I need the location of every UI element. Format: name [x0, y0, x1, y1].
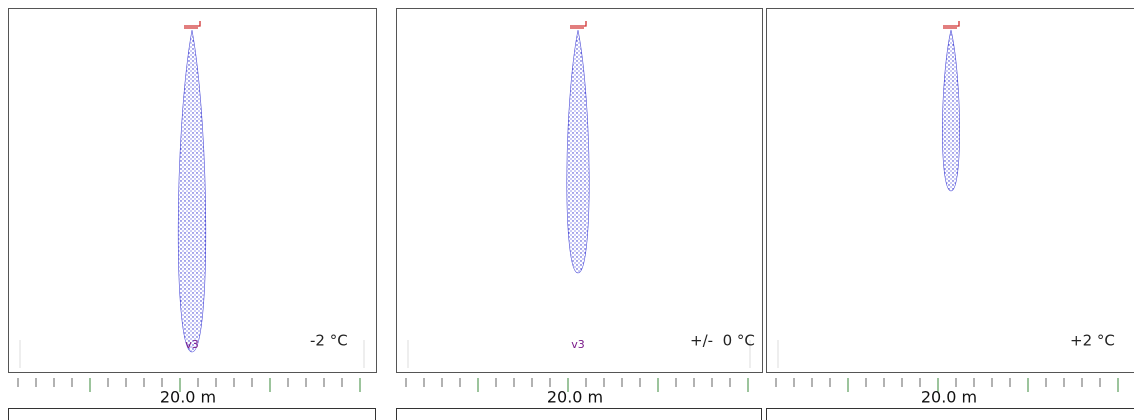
- scale-box: [766, 408, 1134, 420]
- plume: [566, 29, 590, 274]
- temperature-label: +2 °C: [1070, 332, 1115, 350]
- scale-label: 20.0 m: [547, 388, 603, 407]
- scale-box: [8, 408, 376, 420]
- scale-label: 20.0 m: [160, 388, 216, 407]
- marker-label: v3: [571, 338, 585, 351]
- plume: [177, 29, 207, 353]
- scale-box: [396, 408, 762, 420]
- temperature-label: -2 °C: [310, 332, 348, 350]
- plume: [942, 29, 960, 192]
- nozzle: [570, 21, 587, 29]
- scale-label: 20.0 m: [921, 388, 977, 407]
- temperature-label: +/- 0 °C: [690, 332, 755, 350]
- nozzle: [943, 21, 960, 29]
- nozzle: [184, 21, 201, 29]
- marker-label: v3: [185, 338, 199, 351]
